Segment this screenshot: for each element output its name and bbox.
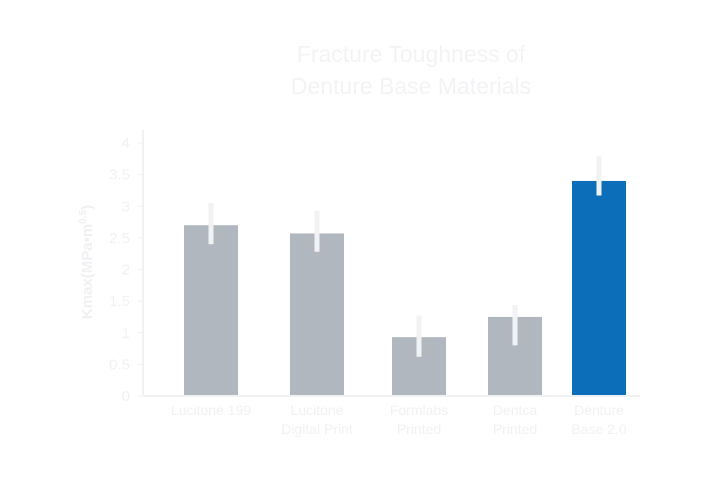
category-labels: Lucitone 199 Lucitone Digital Print Formlab… [171, 402, 627, 437]
category-label: Dentca [493, 402, 538, 418]
y-axis-label-close: ) [79, 205, 96, 210]
bars [184, 180, 626, 396]
y-tick-label: 0 [122, 388, 130, 405]
error-bars [208, 155, 602, 357]
y-axis-label-superscript: 0.5 [78, 209, 89, 223]
y-tick-label: 2.5 [109, 230, 130, 247]
category-label: Printed [493, 421, 537, 437]
y-tick-label: 1.5 [109, 293, 130, 310]
chart-title-line-1: Fracture Toughness of [297, 41, 526, 67]
bar [290, 233, 344, 396]
y-tick-label: 3.5 [109, 167, 130, 184]
bar [572, 180, 626, 396]
category-label: Printed [397, 421, 441, 437]
category-label: Digital Print [281, 421, 353, 437]
y-axis-label: Kmax(MPa•m0.5) [78, 205, 96, 319]
y-tick-label: 2 [122, 262, 130, 279]
bar [184, 225, 238, 396]
category-label: Lucitone 199 [171, 402, 251, 418]
category-label: Base 2.0 [571, 421, 626, 437]
y-tick-label: 0.5 [109, 356, 130, 373]
y-axis-ticks: 0 0.5 1 1.5 2 2.5 3 3.5 4 [109, 135, 143, 405]
y-tick-label: 3 [122, 198, 130, 215]
y-tick-label: 4 [122, 135, 130, 152]
y-tick-label: 1 [122, 325, 130, 342]
category-label: Lucitone [291, 402, 344, 418]
y-axis-label-main: Kmax(MPa•m [79, 224, 96, 319]
category-label: Formlabs [390, 402, 448, 418]
category-label: Denture [574, 402, 624, 418]
chart-title-line-2: Denture Base Materials [291, 73, 531, 99]
